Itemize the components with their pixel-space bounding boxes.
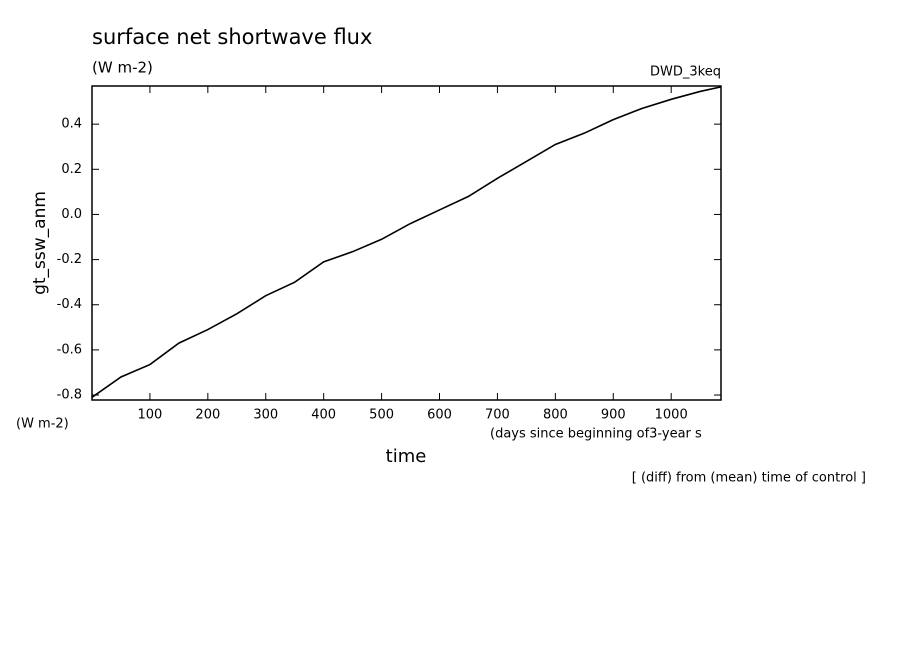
subtitle: (W m-2) (92, 59, 153, 77)
x-tick-label: 300 (253, 408, 278, 423)
x-unit: (days since beginning of3-year s (490, 427, 702, 442)
y-tick-label: 0.4 (61, 117, 82, 132)
y-tick-label: 0.2 (61, 162, 82, 177)
x-tick-label: 700 (485, 408, 510, 423)
y-tick-label: -0.4 (57, 297, 82, 312)
x-tick-label: 500 (369, 408, 394, 423)
y-tick-label: -0.2 (57, 252, 82, 267)
run-label: DWD_3keq (650, 65, 721, 80)
x-tick-label: 900 (601, 408, 626, 423)
x-axis-label: time (386, 446, 427, 467)
x-tick-label: 100 (138, 408, 163, 423)
x-tick-label: 600 (427, 408, 452, 423)
note: [ (diff) from (mean) time of control ] (632, 471, 866, 486)
y-unit: (W m-2) (16, 417, 69, 432)
y-tick-label: 0.0 (61, 207, 82, 222)
y-axis-label: gt_ssw_anm (30, 191, 50, 295)
x-tick-label: 800 (543, 408, 568, 423)
x-tick-label: 200 (195, 408, 220, 423)
chart-title: surface net shortwave flux (92, 25, 372, 49)
x-tick-label: 400 (311, 408, 336, 423)
x-tick-label: 1000 (655, 408, 688, 423)
y-tick-label: -0.8 (57, 388, 82, 403)
data-line (91, 86, 722, 398)
plot-frame (91, 85, 722, 401)
y-tick-label: -0.6 (57, 342, 82, 357)
